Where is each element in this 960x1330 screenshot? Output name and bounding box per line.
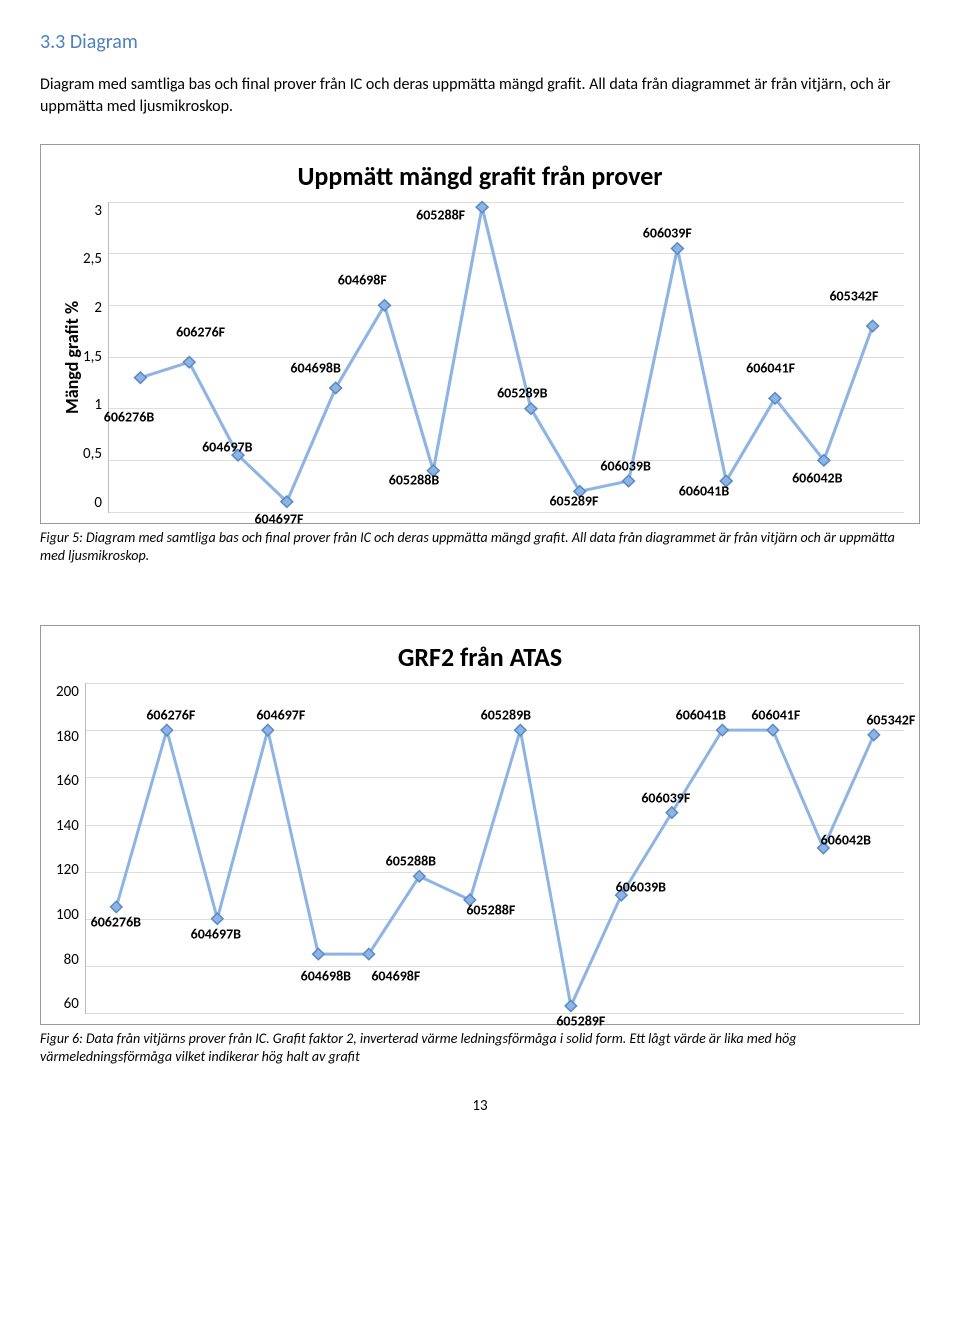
series-marker (767, 725, 778, 736)
gridline (86, 1013, 904, 1014)
series-marker (574, 485, 586, 496)
page-number: 13 (40, 1097, 920, 1115)
y-tick-label: 60 (56, 995, 79, 1013)
chart-1-title: Uppmätt mängd grafit från prover (56, 160, 904, 192)
chart-2-title: GRF2 från ATAS (56, 641, 904, 673)
series-marker (183, 356, 195, 367)
series-marker (211, 913, 222, 924)
series-marker (565, 1000, 576, 1011)
series-marker (868, 729, 879, 740)
y-tick-label: 2,5 (83, 250, 102, 268)
section-heading: 3.3 Diagram (40, 30, 920, 54)
series-marker (464, 894, 475, 905)
series-marker (262, 725, 273, 736)
chart-1-frame: Uppmätt mängd grafit från prover Mängd g… (40, 144, 920, 524)
series-marker (330, 382, 342, 393)
series-marker (110, 901, 121, 912)
series-line (140, 207, 872, 502)
chart-2-yticks: 200 180 160 140 120 100 80 60 (56, 683, 85, 1013)
y-tick-label: 200 (56, 683, 79, 701)
series-marker (671, 243, 683, 254)
series-marker (161, 725, 172, 736)
chart-2-frame: GRF2 från ATAS 200 180 160 140 120 100 80 60 60… (40, 625, 920, 1025)
chart-2-plot: 606276B606276F604697B604697F604698B60469… (85, 683, 904, 1014)
series-marker (817, 842, 828, 853)
series-marker (379, 299, 391, 310)
series-marker (867, 320, 879, 331)
y-tick-label: 0 (83, 494, 102, 512)
y-tick-label: 3 (83, 202, 102, 220)
intro-paragraph: Diagram med samtliga bas och final prove… (40, 74, 920, 119)
y-tick-label: 160 (56, 772, 79, 790)
series-marker (514, 725, 525, 736)
chart-1-ylabel: Mängd grafit % (56, 202, 83, 513)
series-marker (476, 201, 488, 212)
series-marker (134, 372, 146, 383)
chart-1-plot: 606276B606276F604697B604697F604698B60469… (108, 202, 904, 513)
y-tick-label: 180 (56, 728, 79, 746)
y-tick-label: 0,5 (83, 445, 102, 463)
series-marker (312, 949, 323, 960)
data-label: 604697F (254, 511, 303, 528)
chart-svg (109, 202, 904, 512)
y-tick-label: 1 (83, 396, 102, 414)
series-marker (623, 475, 635, 486)
y-tick-label: 100 (56, 906, 79, 924)
chart-2-caption: Figur 6: Data från vitjärns prover från … (40, 1030, 920, 1066)
y-tick-label: 120 (56, 861, 79, 879)
data-label: 605289F (556, 1013, 605, 1030)
chart-svg (86, 683, 904, 1013)
series-marker (427, 465, 439, 476)
chart-1-caption: Figur 5: Diagram med samtliga bas och fi… (40, 529, 920, 565)
series-marker (720, 475, 732, 486)
y-tick-label: 80 (56, 951, 79, 969)
chart-1-yticks: 3 2,5 2 1,5 1 0,5 0 (83, 202, 108, 512)
y-tick-label: 140 (56, 817, 79, 835)
gridline (109, 512, 904, 513)
y-tick-label: 1,5 (83, 348, 102, 366)
series-line (116, 730, 874, 1006)
y-tick-label: 2 (83, 299, 102, 317)
series-marker (525, 403, 537, 414)
